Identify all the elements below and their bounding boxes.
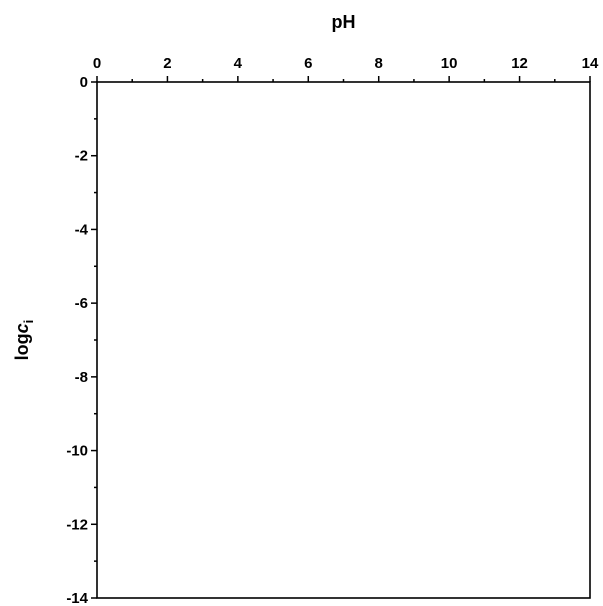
y-tick-label: 0 — [80, 74, 88, 91]
x-tick-label: 8 — [375, 55, 383, 72]
plot-area-frame — [96, 81, 591, 599]
x-tick-label: 0 — [93, 55, 101, 72]
y-tick-label: -2 — [75, 148, 88, 165]
x-tick-label: 6 — [304, 55, 312, 72]
x-axis-title: pH — [332, 12, 356, 32]
y-tick-label: -4 — [75, 221, 89, 238]
x-tick-label: 2 — [163, 55, 171, 72]
y-tick-label: -6 — [75, 295, 88, 312]
y-tick-label: -8 — [75, 369, 88, 386]
y-tick-label: -10 — [66, 443, 88, 460]
y-axis-title: logci — [12, 320, 36, 361]
x-tick-label: 4 — [234, 55, 243, 72]
x-tick-label: 14 — [582, 55, 599, 72]
y-axis-title-variable: c — [12, 323, 32, 333]
axis-ticks: 0 2 4 6 8 10 12 14 0 -2 -4 -6 -8 -10 -12 -14 — [66, 55, 599, 606]
y-axis-title-prefix: log — [12, 333, 32, 360]
x-tick-label: 10 — [441, 55, 458, 72]
x-tick-label: 12 — [511, 55, 528, 72]
y-tick-label: -14 — [66, 590, 88, 606]
y-axis-title-subscript: i — [21, 320, 36, 324]
y-tick-label: -12 — [66, 516, 88, 533]
